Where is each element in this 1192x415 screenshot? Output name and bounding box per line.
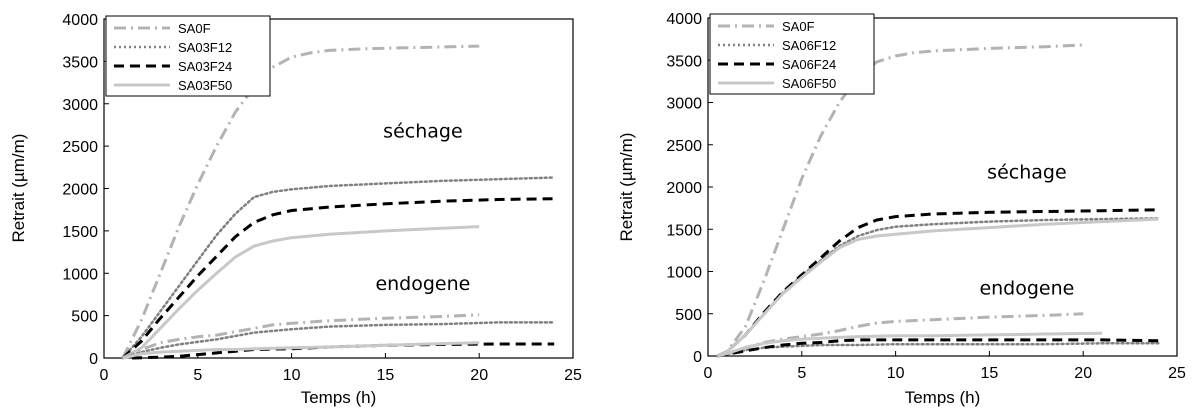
legend-label: SA06F24 xyxy=(782,57,836,72)
legend-label: SA03F24 xyxy=(178,59,232,74)
x-tick-label: 0 xyxy=(704,365,713,382)
y-tick-label: 500 xyxy=(71,309,98,326)
y-tick-label: 3000 xyxy=(62,97,98,114)
annotation-endogene: endogene xyxy=(979,277,1074,299)
annotation-sechage: séchage xyxy=(987,162,1066,184)
y-tick-label: 3000 xyxy=(666,96,702,113)
y-tick-label: 2000 xyxy=(666,180,702,197)
series-line-sa06f50-endogene xyxy=(717,331,1103,358)
y-tick-label: 4000 xyxy=(62,12,98,29)
y-axis-label: Retrait (µm/m) xyxy=(9,134,28,243)
series-line-sa0f-endogene xyxy=(122,313,480,360)
legend: SA0F SA03F12 SA03F24 SA03F50 xyxy=(105,15,271,97)
x-tick-label: 15 xyxy=(377,367,395,384)
y-tick-label: 3500 xyxy=(62,54,98,71)
legend: SA0F SA06F12 SA06F24 SA06F50 xyxy=(709,13,875,95)
legend-box xyxy=(709,13,875,95)
x-tick-label: 0 xyxy=(100,367,109,384)
x-tick-label: 15 xyxy=(981,365,999,382)
series-line-sa03f12-sechage xyxy=(121,176,556,360)
legend-label: SA03F12 xyxy=(178,40,232,55)
y-tick-label: 3500 xyxy=(666,53,702,70)
x-tick-label: 25 xyxy=(564,367,582,384)
series-line-sa06f12-endogene xyxy=(716,342,1160,358)
legend-label: SA0F xyxy=(178,21,211,36)
x-tick-label: 20 xyxy=(470,367,488,384)
y-tick-label: 4000 xyxy=(666,11,702,28)
chart-panel-2: 0 500 1000 1500 2000 2500 3000 3500 4000 0 5 10 15 20… xyxy=(617,11,1186,407)
legend-label: SA06F12 xyxy=(782,38,836,53)
x-tick-label: 10 xyxy=(887,365,905,382)
y-tick-label: 1000 xyxy=(62,266,98,283)
x-axis-label: Temps (h) xyxy=(905,388,981,407)
x-tick-label: 10 xyxy=(283,367,301,384)
series-line-sa0f-sechage xyxy=(716,43,1084,358)
x-tick-label: 25 xyxy=(1168,365,1186,382)
x-tick-label: 20 xyxy=(1074,365,1092,382)
y-tick-label: 2500 xyxy=(666,138,702,155)
y-tick-label: 2000 xyxy=(62,182,98,199)
y-tick-label: 0 xyxy=(89,351,98,368)
y-tick-label: 500 xyxy=(675,307,702,324)
annotation-sechage: séchage xyxy=(383,121,462,143)
chart-panel-1: 0 500 1000 1500 2000 2500 3000 3500 4000 0 5 10 15 20… xyxy=(9,12,582,407)
y-tick-label: 1500 xyxy=(62,224,98,241)
legend-label: SA03F50 xyxy=(178,78,232,93)
y-tick-label: 2500 xyxy=(62,139,98,156)
legend-label: SA0F xyxy=(782,19,815,34)
series-line-sa03f24-sechage xyxy=(121,197,555,360)
y-axis-label: Retrait (µm/m) xyxy=(617,133,636,242)
series-line-sa06f50-sechage xyxy=(716,217,1159,358)
y-tick-label: 0 xyxy=(693,349,702,366)
legend-label: SA06F50 xyxy=(782,76,836,91)
annotation-endogene: endogene xyxy=(375,273,470,295)
series-line-sa03f50-sechage xyxy=(122,225,480,360)
y-tick-label: 1500 xyxy=(666,222,702,239)
series-line-sa03f12-endogene xyxy=(121,321,556,360)
series-line-sa03f50-endogene xyxy=(122,341,480,360)
x-tick-label: 5 xyxy=(797,365,806,382)
legend-box xyxy=(105,15,271,97)
x-tick-label: 5 xyxy=(193,367,202,384)
y-tick-label: 1000 xyxy=(666,265,702,282)
x-axis-label: Temps (h) xyxy=(301,388,377,407)
series-line-sa06f24-endogene xyxy=(717,338,1159,358)
